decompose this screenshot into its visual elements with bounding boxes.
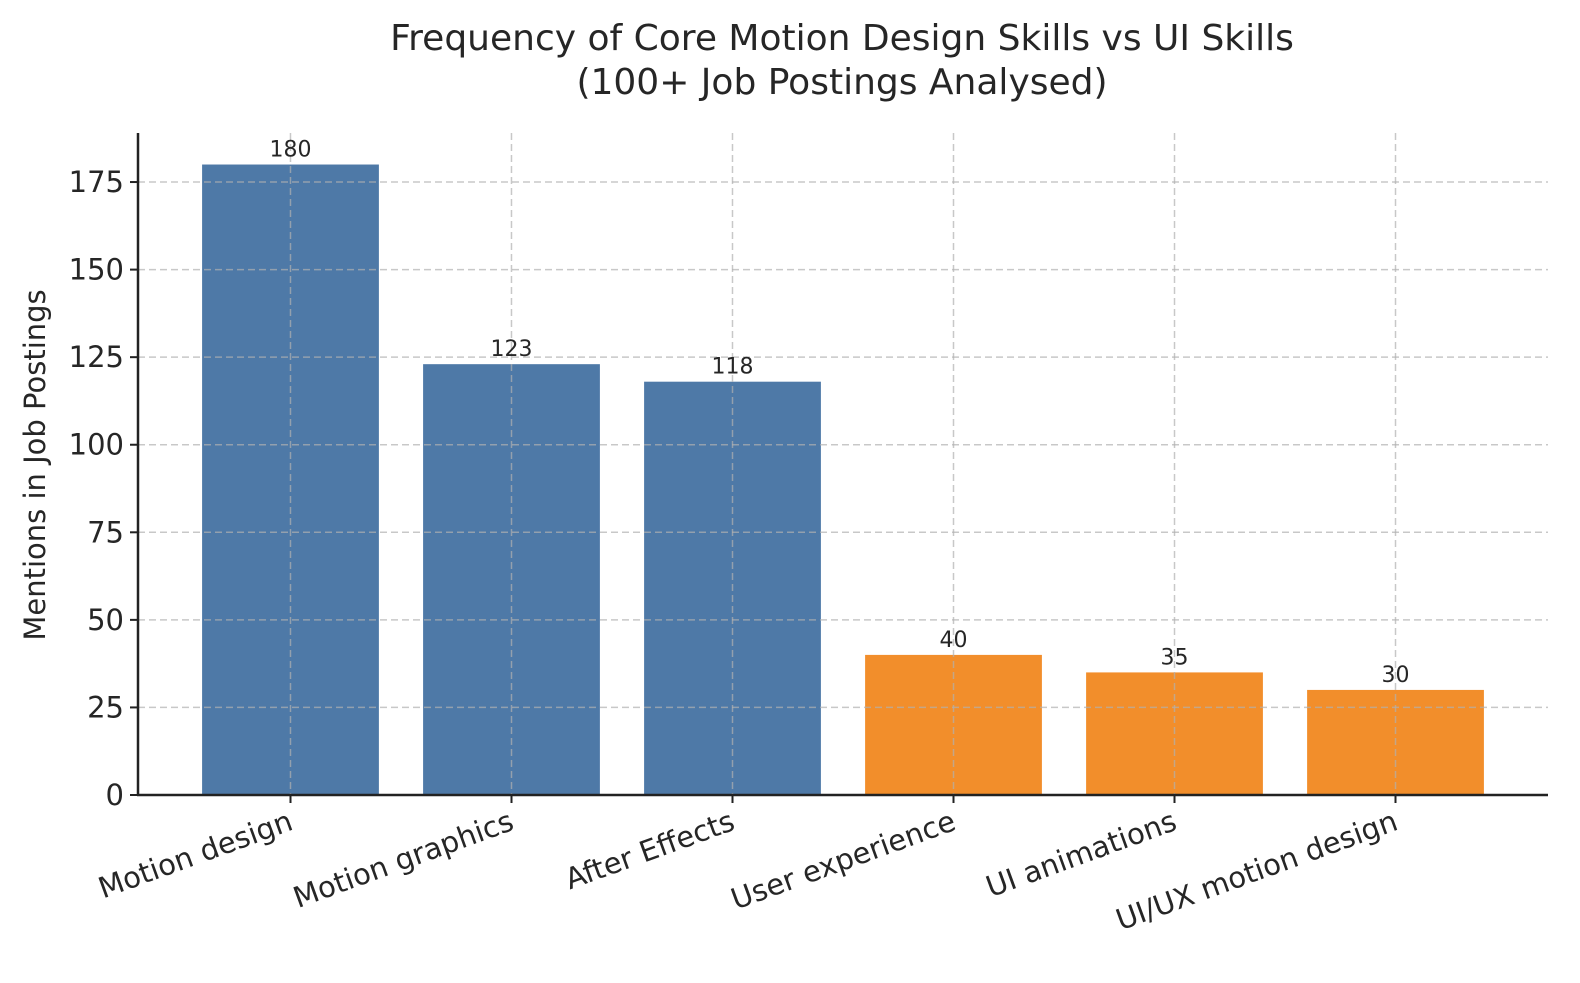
x-tick-label-1: Motion graphics: [289, 804, 518, 915]
y-tick-label-7: 175: [69, 165, 124, 199]
data-label-1: 123: [490, 337, 532, 362]
x-tick-label-3: User experience: [726, 804, 959, 917]
y-axis-label: Mentions in Job Postings: [18, 289, 52, 640]
x-tick-label-0: Motion design: [94, 804, 297, 906]
y-tick-label-1: 25: [87, 690, 124, 724]
y-tick-label-4: 100: [69, 428, 124, 462]
data-label-3: 40: [940, 628, 968, 653]
data-label-2: 118: [711, 355, 753, 380]
y-tick-label-3: 75: [87, 515, 124, 549]
data-label-5: 30: [1382, 663, 1410, 688]
x-tick-label-2: After Effects: [561, 804, 739, 897]
y-tick-label-5: 125: [69, 340, 124, 374]
chart-title: Frequency of Core Motion Design Skills v…: [390, 18, 1294, 59]
y-tick-label-6: 150: [69, 253, 124, 287]
y-tick-label-0: 0: [106, 778, 124, 812]
x-tick-label-4: UI animations: [981, 804, 1180, 904]
chart-subtitle: (100+ Job Postings Analysed): [576, 62, 1107, 103]
y-tick-label-2: 50: [87, 603, 124, 637]
data-label-0: 180: [269, 138, 311, 163]
data-label-4: 35: [1161, 645, 1189, 670]
